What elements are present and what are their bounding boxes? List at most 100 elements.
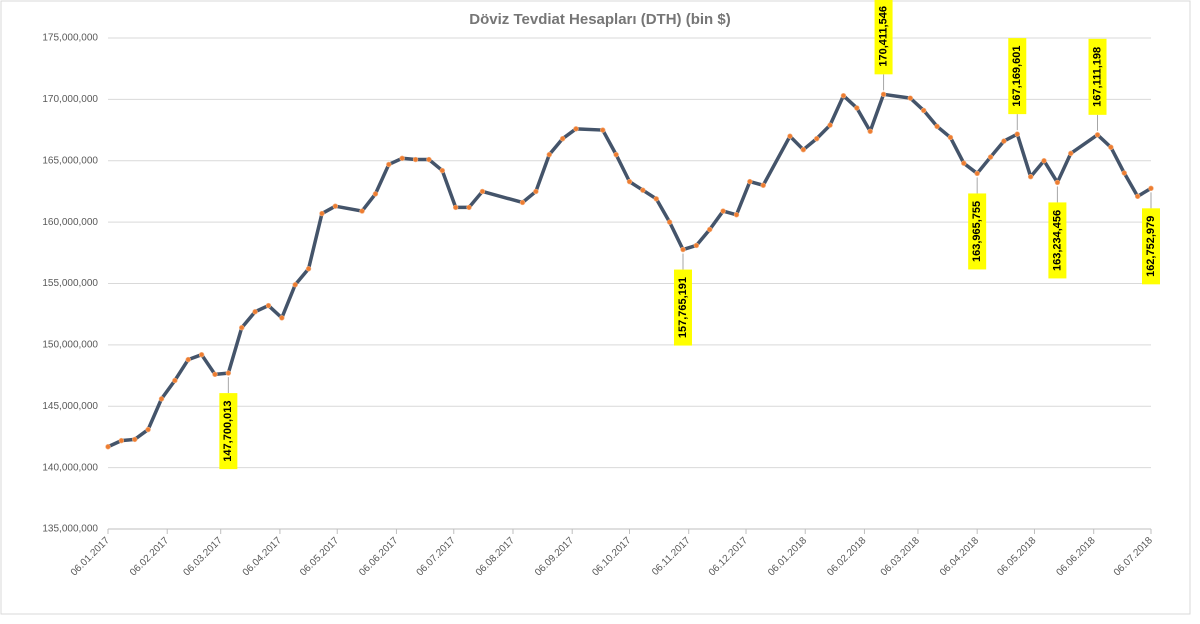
data-point [305,266,312,272]
data-point [707,226,713,233]
data-point [105,444,111,450]
data-point [1094,132,1101,138]
y-tick-label: 155,000,000 [42,278,98,289]
y-tick-label: 170,000,000 [42,94,98,105]
data-point [840,92,847,99]
data-point [867,128,873,134]
data-point [934,123,940,130]
y-tick-label: 135,000,000 [42,524,98,535]
data-label-box [1008,38,1027,115]
data-point [212,371,218,378]
data-label-box [1142,208,1160,285]
data-label-box [219,393,238,470]
data-label: 163,234,456 [1051,210,1063,271]
data-point [961,160,967,166]
data-point [626,178,633,185]
data-point [653,196,659,202]
data-point [733,212,740,218]
data-point [265,302,272,309]
data-point [640,187,646,193]
data-point [1014,131,1020,137]
chart-title: Döviz Tevdiat Hesapları (DTH) (bin $) [469,11,730,28]
y-tick-label: 165,000,000 [42,155,98,166]
data-point [854,105,860,111]
data-point [399,155,405,161]
data-point [519,199,526,206]
data-point [426,156,432,163]
data-point [559,135,566,142]
data-point [479,188,486,195]
data-point [412,156,419,163]
data-point [747,178,753,185]
data-point [693,242,700,249]
data-point [987,154,994,160]
data-point [332,203,339,209]
data-label-box [874,0,893,75]
data-point [1134,193,1141,200]
data-point [1001,138,1007,144]
data-point [386,161,392,168]
data-point [252,309,258,315]
data-point [292,282,298,288]
data-point [920,107,927,114]
data-label-box [968,193,987,270]
data-point [1054,179,1061,186]
data-point [880,91,887,98]
data-point [800,147,807,153]
data-label: 147,700,013 [222,401,234,462]
data-point [239,324,245,331]
data-point [372,191,379,197]
data-point [680,246,686,253]
data-point [787,133,793,139]
data-label-box [1088,38,1107,115]
data-label: 167,111,198 [1091,47,1103,107]
data-point [1148,185,1154,192]
data-point [145,426,151,433]
data-point [118,437,125,444]
data-point [1121,170,1127,176]
data-label: 157,765,191 [677,277,689,338]
data-point [225,370,232,376]
data-point [319,210,325,217]
data-label: 170,411,546 [877,6,889,67]
data-point [1027,174,1034,180]
y-tick-label: 150,000,000 [42,340,98,351]
data-point [1108,144,1114,150]
data-point [827,122,833,128]
data-label: 162,752,979 [1145,216,1157,277]
data-point [466,204,472,211]
data-point [974,170,980,177]
data-point [198,351,205,358]
data-point [158,396,165,402]
data-label: 167,169,601 [1011,46,1023,107]
data-point [546,151,552,158]
data-point [1041,158,1047,164]
data-point [279,315,285,321]
data-point [907,95,914,101]
data-point [132,436,138,443]
data-point [720,208,726,214]
data-point [600,127,606,133]
data-point [533,188,539,195]
data-point [760,182,766,189]
y-tick-label: 160,000,000 [42,217,98,228]
data-point [185,356,191,363]
data-point [666,219,673,225]
data-label: 163,965,755 [971,201,983,262]
data-point [613,151,619,158]
data-point [359,208,365,214]
y-tick-label: 175,000,000 [42,33,98,44]
data-point [947,134,954,141]
data-point [1068,150,1074,157]
data-point [452,204,459,211]
y-tick-label: 145,000,000 [42,401,98,412]
data-label-box [673,269,692,346]
data-point [814,135,820,142]
data-point [573,126,579,132]
chart-frame [0,0,1191,615]
data-point [172,377,178,384]
data-label-box [1048,202,1067,279]
data-point [439,167,445,174]
